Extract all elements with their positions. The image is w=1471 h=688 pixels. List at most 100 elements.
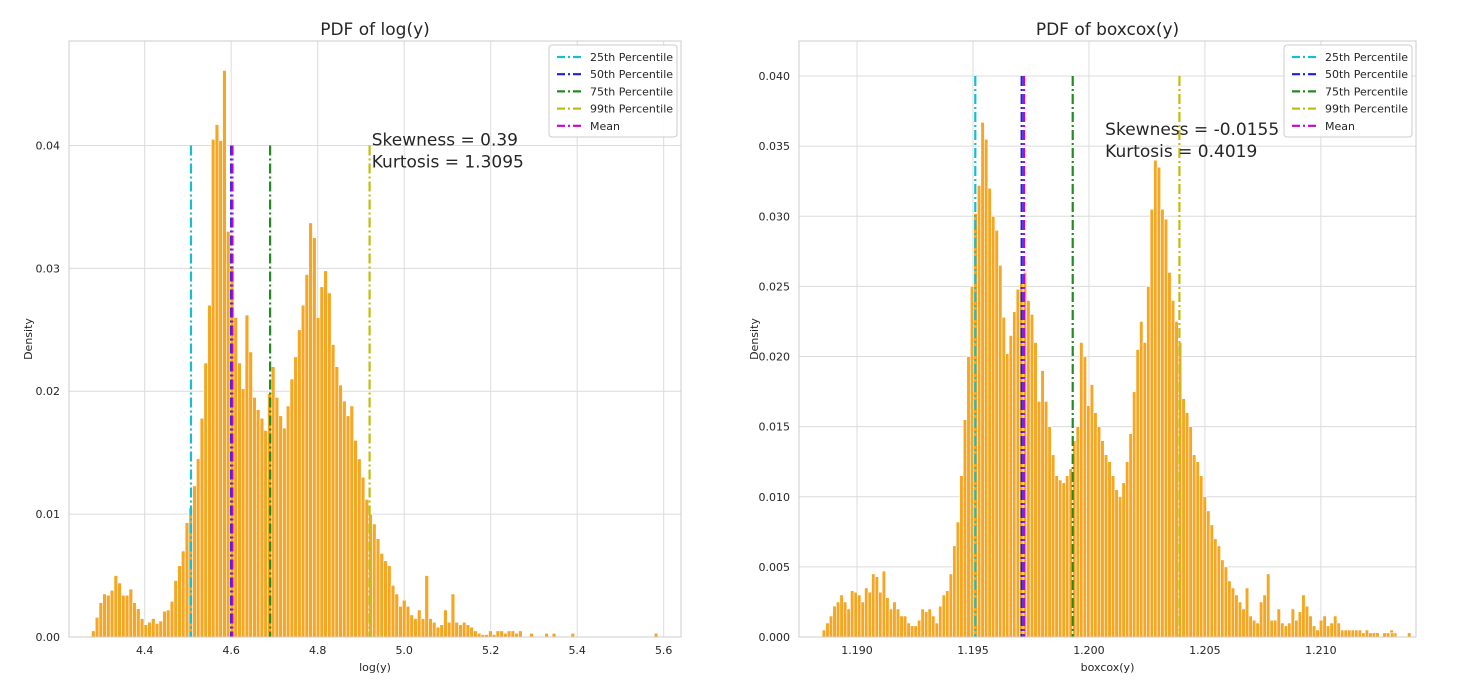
histogram-bar bbox=[139, 618, 145, 638]
histogram-bar bbox=[860, 601, 865, 638]
histogram-bar bbox=[510, 630, 516, 638]
histogram-bar bbox=[1185, 412, 1190, 638]
stats-annotation: Kurtosis = 0.4019 bbox=[1105, 142, 1257, 162]
x-tick-label: 5.0 bbox=[395, 644, 413, 657]
histogram-bar bbox=[357, 458, 362, 638]
histogram-bar bbox=[1086, 405, 1091, 638]
histogram-bar bbox=[1241, 608, 1246, 638]
histogram-bar bbox=[282, 427, 287, 638]
histogram-bar bbox=[1252, 619, 1257, 638]
histogram-bar bbox=[906, 622, 911, 638]
histogram-bar bbox=[117, 582, 122, 638]
histogram-bar bbox=[1354, 629, 1359, 638]
histogram-bar bbox=[1283, 625, 1288, 638]
y-tick-label: 0.000 bbox=[759, 631, 791, 644]
histogram-bar bbox=[285, 405, 291, 638]
histogram-bar bbox=[881, 570, 886, 638]
histogram-bar bbox=[1364, 629, 1369, 638]
histogram-bar bbox=[1079, 342, 1084, 638]
histogram-bar bbox=[450, 593, 456, 638]
histogram-bar bbox=[1386, 632, 1391, 638]
histogram-bar bbox=[839, 594, 844, 638]
histogram-bar bbox=[1015, 288, 1020, 638]
histogram-bar bbox=[653, 633, 659, 638]
y-tick-label: 0.030 bbox=[759, 210, 791, 223]
histogram-bar bbox=[551, 633, 557, 638]
histogram-bar bbox=[1382, 632, 1387, 638]
legend: 25th Percentile 50th Percentile 75th Perce… bbox=[1283, 44, 1413, 138]
histogram-bar bbox=[413, 618, 418, 638]
histogram-bar bbox=[570, 633, 575, 638]
histogram-bar bbox=[1093, 412, 1098, 638]
histogram-bar bbox=[1311, 625, 1317, 638]
histogram-bar bbox=[1096, 426, 1102, 638]
histogram-bar bbox=[1033, 342, 1038, 638]
histogram-bar bbox=[892, 601, 897, 638]
legend-label: Mean bbox=[590, 120, 620, 133]
histogram-bar bbox=[1195, 461, 1200, 638]
histogram-bar bbox=[987, 187, 992, 638]
histogram-bar bbox=[1216, 545, 1221, 638]
y-tick-label: 0.02 bbox=[36, 385, 61, 398]
histogram-bar bbox=[154, 623, 160, 638]
histogram-bar bbox=[867, 591, 872, 638]
histogram-bar bbox=[1167, 272, 1172, 638]
histogram-bar bbox=[300, 304, 306, 638]
histogram-bar bbox=[1170, 300, 1176, 638]
chart-title: PDF of boxcox(y) bbox=[1036, 20, 1179, 40]
histogram-bar bbox=[850, 590, 855, 638]
histogram-bar bbox=[143, 624, 148, 638]
histogram-bar bbox=[1340, 629, 1345, 638]
histogram-bar bbox=[259, 417, 265, 638]
histogram-bar bbox=[390, 585, 396, 638]
histogram-bar bbox=[128, 588, 133, 638]
histogram-bar bbox=[1008, 335, 1013, 638]
histogram-bar bbox=[1089, 384, 1094, 638]
histogram-bar bbox=[226, 231, 231, 638]
histogram-bar bbox=[1114, 489, 1119, 638]
plot-border bbox=[68, 40, 682, 638]
histogram-bar bbox=[984, 138, 989, 638]
histogram-bar bbox=[821, 629, 827, 638]
histogram-bar bbox=[443, 609, 448, 638]
histogram-bar bbox=[938, 605, 943, 638]
histogram-bar bbox=[1319, 619, 1324, 638]
histogram-bar bbox=[1276, 608, 1281, 638]
histogram-bar bbox=[177, 565, 182, 638]
histogram-bar bbox=[1304, 605, 1310, 638]
legend-label: 75th Percentile bbox=[1325, 85, 1408, 98]
histogram-bar bbox=[1125, 461, 1130, 638]
histogram-bar bbox=[1234, 594, 1239, 638]
histogram-bar bbox=[1121, 482, 1126, 638]
histogram-bar bbox=[1058, 479, 1063, 638]
stats-annotation: Skewness = 0.39 bbox=[372, 130, 518, 150]
histogram-bar bbox=[147, 621, 152, 638]
histogram-bar bbox=[499, 630, 504, 638]
histogram-bar bbox=[917, 619, 922, 638]
y-tick-label: 0.035 bbox=[759, 140, 791, 153]
histogram-bar bbox=[349, 405, 354, 638]
histogram-bar bbox=[1001, 316, 1006, 638]
histogram-bar bbox=[1315, 629, 1320, 638]
histogram-bar bbox=[1051, 454, 1056, 638]
histogram-bar bbox=[1407, 632, 1412, 638]
histogram-bar bbox=[274, 397, 280, 638]
histogram-bar bbox=[506, 630, 512, 638]
plot-border bbox=[798, 40, 1417, 638]
legend-label: 25th Percentile bbox=[590, 51, 673, 64]
histogram-bar bbox=[402, 599, 407, 638]
histogram-bar bbox=[1044, 401, 1049, 638]
histogram-bar bbox=[293, 356, 298, 638]
histogram-bar bbox=[1308, 615, 1313, 638]
histogram-bar bbox=[1040, 370, 1045, 638]
histogram-bar bbox=[1054, 475, 1059, 638]
histogram-bar bbox=[173, 580, 178, 638]
histogram-bar bbox=[211, 139, 216, 638]
histogram-bar bbox=[263, 430, 268, 638]
x-tick-label: 1.200 bbox=[1073, 644, 1105, 657]
histogram-bar bbox=[1128, 433, 1133, 638]
histogram-bar bbox=[417, 609, 422, 638]
histogram-bar bbox=[121, 594, 126, 638]
histogram-bar bbox=[1149, 208, 1154, 638]
